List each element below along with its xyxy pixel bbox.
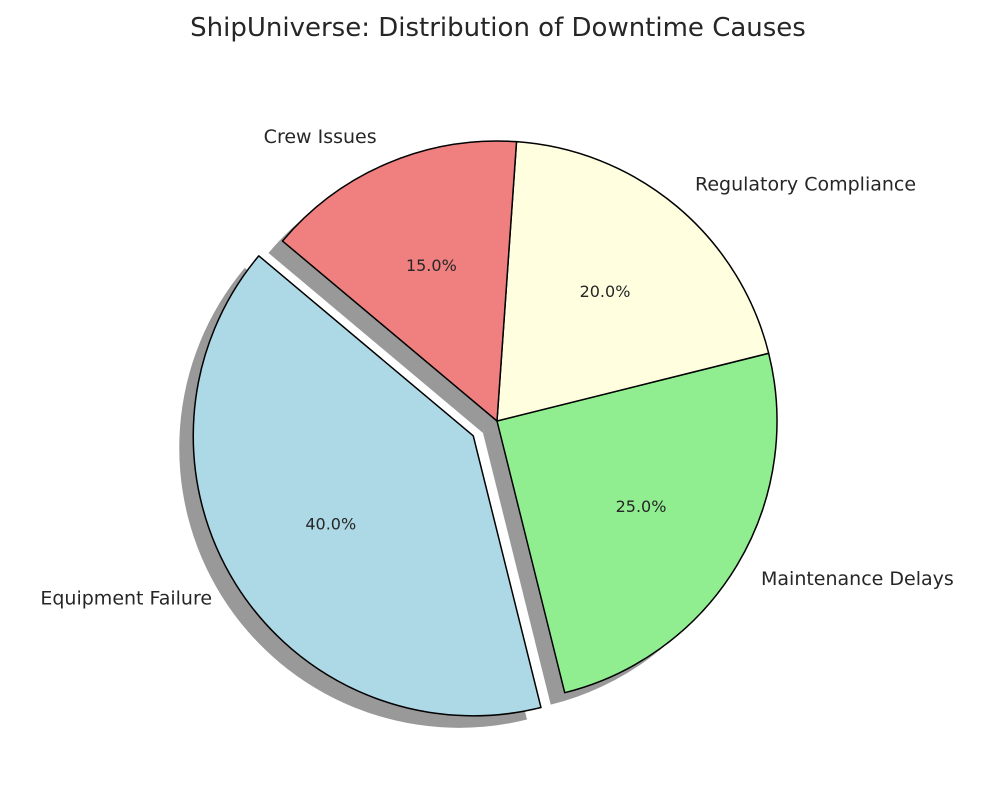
- slice-label: Crew Issues: [264, 126, 377, 148]
- chart-title: ShipUniverse: Distribution of Downtime C…: [190, 13, 806, 43]
- percent-label: 40.0%: [305, 514, 356, 533]
- pie-wedge: [281, 140, 518, 422]
- percent-label: 25.0%: [616, 497, 667, 516]
- percent-label: 15.0%: [406, 256, 457, 275]
- slice-label: Equipment Failure: [40, 588, 212, 610]
- pie-wedge: [496, 352, 778, 694]
- percent-label: 20.0%: [580, 282, 631, 301]
- slice-label: Regulatory Compliance: [695, 174, 916, 196]
- pie-wedge: [496, 140, 770, 422]
- slice-label: Maintenance Delays: [761, 568, 954, 590]
- pie-wedge: [192, 255, 542, 717]
